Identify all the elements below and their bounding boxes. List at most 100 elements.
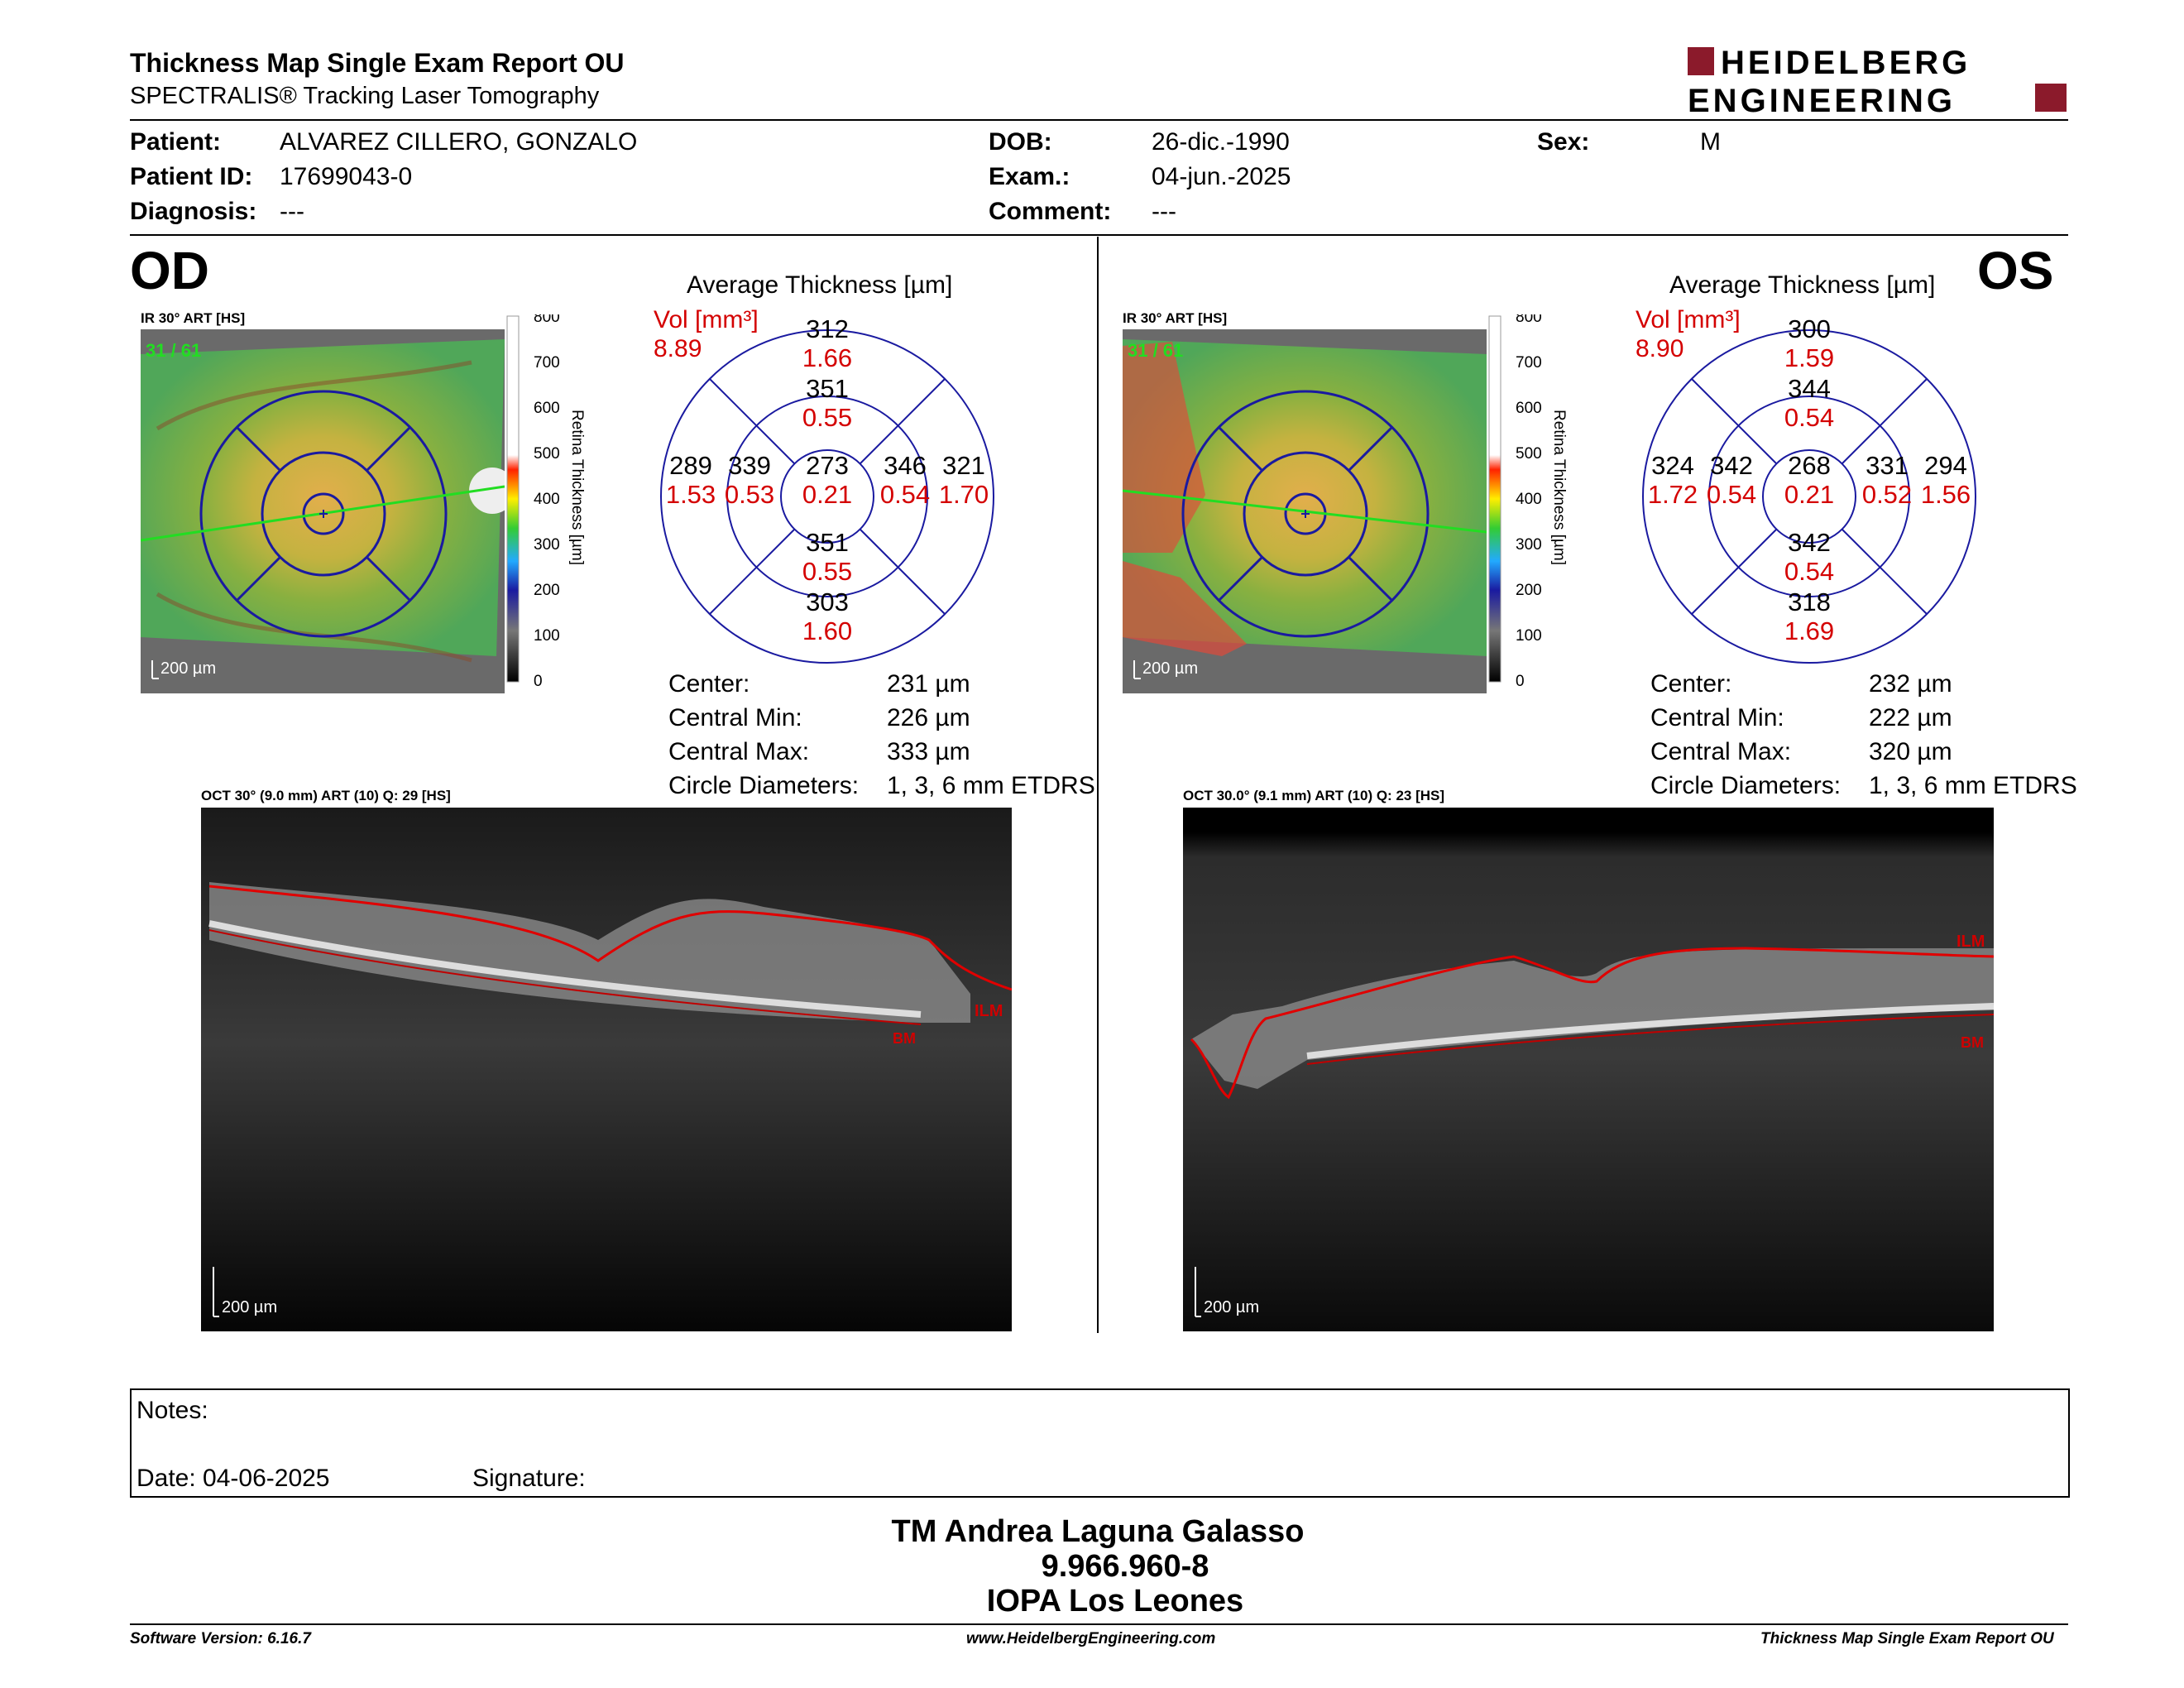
od-inner-temporal: 346	[884, 451, 927, 480]
od-outer-superior-vol: 1.66	[802, 343, 853, 372]
od-outer-inferior: 303	[806, 587, 849, 616]
patient-id-label: Patient ID:	[130, 163, 253, 190]
diagnosis-value: ---	[280, 198, 304, 225]
os-inner-inferior: 342	[1788, 528, 1831, 557]
svg-text:200: 200	[534, 582, 560, 599]
od-central-max-label: Central Max:	[668, 738, 810, 765]
od-oct-bscan: ILM BM 200 µm	[201, 808, 1012, 1331]
svg-text:100: 100	[534, 627, 560, 645]
od-outer-nasal: 289	[669, 451, 712, 480]
od-inner-inferior: 351	[806, 528, 849, 557]
svg-text:200 µm: 200 µm	[1204, 1298, 1259, 1316]
od-central-min-value: 226 µm	[887, 704, 970, 731]
dob-value: 26-dic.-1990	[1152, 128, 1290, 156]
od-central-max-value: 333 µm	[887, 738, 970, 765]
os-central-max-value: 320 µm	[1869, 738, 1952, 765]
signature-id: 9.966.960-8	[1041, 1549, 1209, 1584]
os-oct-bscan: ILM BM 200 µm	[1183, 808, 1994, 1331]
svg-text:800: 800	[534, 314, 560, 326]
svg-text:200 µm: 200 µm	[1142, 659, 1198, 678]
os-inner-nasal: 331	[1866, 451, 1909, 480]
od-vol-label: Vol [mm³]	[654, 306, 759, 333]
svg-text:500: 500	[1516, 445, 1542, 463]
diagnosis-label: Diagnosis:	[130, 198, 257, 225]
od-oct-label: OCT 30° (9.0 mm) ART (10) Q: 29 [HS]	[201, 788, 451, 803]
svg-text:300: 300	[1516, 536, 1542, 554]
os-outer-nasal-vol: 1.56	[1920, 480, 1971, 509]
eye-divider	[1097, 237, 1099, 1333]
os-inner-temporal: 342	[1710, 451, 1753, 480]
od-colorbar: 800 700 600 500 400 300 200 100 0 Retina…	[506, 314, 586, 687]
od-outer-superior: 312	[806, 314, 849, 343]
os-center-label: Center:	[1650, 670, 1732, 698]
od-center: 273	[806, 451, 849, 480]
os-circle-diam-value: 1, 3, 6 mm ETDRS	[1869, 772, 2077, 799]
od-avg-title: Average Thickness [µm]	[687, 271, 953, 299]
os-vol-value: 8.90	[1636, 335, 1684, 362]
svg-text:600: 600	[534, 400, 560, 417]
od-etdrs-grid	[660, 329, 994, 664]
od-inner-inferior-vol: 0.55	[802, 557, 853, 586]
patient-label: Patient:	[130, 128, 222, 156]
notes-date: Date: 04-06-2025	[136, 1465, 330, 1492]
os-inner-nasal-vol: 0.52	[1861, 480, 1913, 509]
od-circle-diam-label: Circle Diameters:	[668, 772, 860, 799]
od-circle-diam-value: 1, 3, 6 mm ETDRS	[887, 772, 1095, 799]
exam-label: Exam.:	[989, 163, 1070, 190]
svg-text:31 / 61: 31 / 61	[146, 340, 201, 361]
patient-id: 17699043-0	[280, 163, 413, 190]
exam-value: 04-jun.-2025	[1152, 163, 1291, 190]
website-link[interactable]: www.HeidelbergEngineering.com	[966, 1630, 1216, 1647]
svg-text:200 µm: 200 µm	[222, 1298, 277, 1316]
comment-value: ---	[1152, 198, 1176, 225]
svg-text:ILM: ILM	[975, 1002, 1003, 1020]
svg-text:100: 100	[1516, 627, 1542, 645]
svg-text:700: 700	[534, 354, 560, 372]
os-outer-inferior: 318	[1788, 587, 1831, 616]
od-inner-nasal: 339	[728, 451, 771, 480]
svg-text:200 µm: 200 µm	[160, 659, 216, 678]
od-outer-temporal-vol: 1.70	[938, 480, 989, 509]
svg-text:0: 0	[1516, 673, 1525, 687]
os-central-max-label: Central Max:	[1650, 738, 1792, 765]
od-center-vol: 0.21	[802, 480, 853, 509]
signature-name: TM Andrea Laguna Galasso	[891, 1514, 1305, 1549]
svg-text:600: 600	[1516, 400, 1542, 417]
svg-text:HEIDELBERG: HEIDELBERG	[1721, 46, 1971, 81]
report-subtitle: SPECTRALIS® Tracking Laser Tomography	[130, 83, 600, 109]
sex-value: M	[1700, 128, 1721, 156]
os-circle-diam-label: Circle Diameters:	[1650, 772, 1842, 799]
svg-text:800: 800	[1516, 314, 1542, 326]
od-outer-inferior-vol: 1.60	[802, 616, 853, 645]
os-ir-thickness-map: 31 / 61 200 µm	[1123, 329, 1487, 693]
os-outer-nasal: 294	[1924, 451, 1967, 480]
svg-text:400: 400	[534, 491, 560, 508]
svg-text:ENGINEERING: ENGINEERING	[1688, 83, 1956, 116]
od-center-label: Center:	[668, 670, 750, 698]
os-inner-superior: 344	[1788, 374, 1831, 403]
od-center-value: 231 µm	[887, 670, 970, 698]
svg-text:0: 0	[534, 673, 543, 687]
signature-institution: IOPA Los Leones	[986, 1584, 1244, 1618]
od-inner-superior-vol: 0.55	[802, 403, 853, 432]
svg-text:500: 500	[534, 445, 560, 463]
os-avg-title: Average Thickness [µm]	[1669, 271, 1936, 299]
footer-report-name: Thickness Map Single Exam Report OU	[1760, 1630, 2054, 1647]
notes-label: Notes:	[136, 1397, 208, 1424]
notes-signature-label: Signature:	[472, 1465, 586, 1492]
os-inner-superior-vol: 0.54	[1784, 403, 1835, 432]
os-inner-temporal-vol: 0.54	[1706, 480, 1757, 509]
software-version: Software Version: 6.16.7	[130, 1630, 311, 1647]
os-ir-label: IR 30° ART [HS]	[1123, 310, 1228, 326]
svg-text:300: 300	[534, 536, 560, 554]
od-inner-superior: 351	[806, 374, 849, 403]
od-inner-nasal-vol: 0.53	[724, 480, 775, 509]
svg-text:700: 700	[1516, 354, 1542, 372]
heidelberg-logo: HEIDELBERG ENGINEERING	[1688, 46, 2067, 116]
os-central-min-label: Central Min:	[1650, 704, 1784, 731]
os-inner-inferior-vol: 0.54	[1784, 557, 1835, 586]
report-title: Thickness Map Single Exam Report OU	[130, 48, 625, 78]
svg-text:400: 400	[1516, 491, 1542, 508]
os-outer-superior: 300	[1788, 314, 1831, 343]
os-center-value: 232 µm	[1869, 670, 1952, 698]
